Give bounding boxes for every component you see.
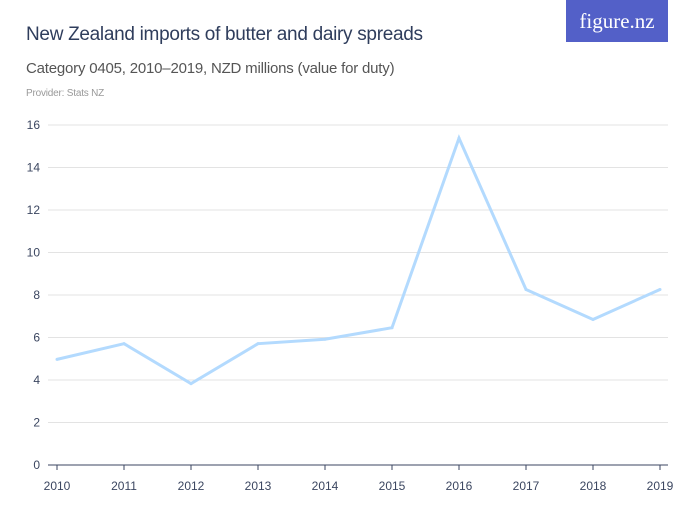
y-tick-label: 16: [27, 118, 41, 132]
x-tick-label: 2013: [245, 479, 272, 493]
data-point: [323, 337, 327, 341]
x-tick-label: 2019: [647, 479, 674, 493]
y-tick-label: 8: [33, 288, 40, 302]
x-tick-label: 2011: [111, 479, 137, 493]
data-point: [189, 382, 193, 386]
y-tick-label: 6: [33, 331, 40, 345]
data-point: [591, 317, 595, 321]
provider-label: Provider: Stats NZ: [26, 88, 105, 99]
data-point: [256, 342, 260, 346]
chart-subtitle: Category 0405, 2010–2019, NZD millions (…: [26, 60, 395, 77]
x-tick-label: 2012: [178, 479, 205, 493]
y-tick-label: 0: [33, 458, 40, 472]
data-point: [524, 287, 528, 291]
y-tick-label: 12: [27, 203, 41, 217]
data-point: [658, 287, 662, 291]
y-tick-label: 4: [33, 373, 40, 387]
data-point: [122, 342, 126, 346]
x-tick-label: 2017: [513, 479, 540, 493]
data-point: [390, 326, 394, 330]
data-point: [457, 136, 461, 140]
x-tick-label: 2014: [312, 479, 339, 493]
logo-text: figure.nz: [579, 8, 655, 33]
series-line: [56, 134, 661, 386]
y-tick-label: 2: [33, 416, 40, 430]
figure-nz-logo[interactable]: figure.nz: [566, 0, 668, 42]
x-tick-label: 2015: [379, 479, 406, 493]
chart-title: New Zealand imports of butter and dairy …: [26, 24, 423, 45]
data-point: [55, 357, 59, 361]
x-tick-label: 2016: [446, 479, 473, 493]
y-tick-label: 14: [27, 161, 41, 175]
y-tick-label: 10: [27, 246, 41, 260]
x-tick-label: 2018: [580, 479, 607, 493]
x-tick-label: 2010: [44, 479, 71, 493]
